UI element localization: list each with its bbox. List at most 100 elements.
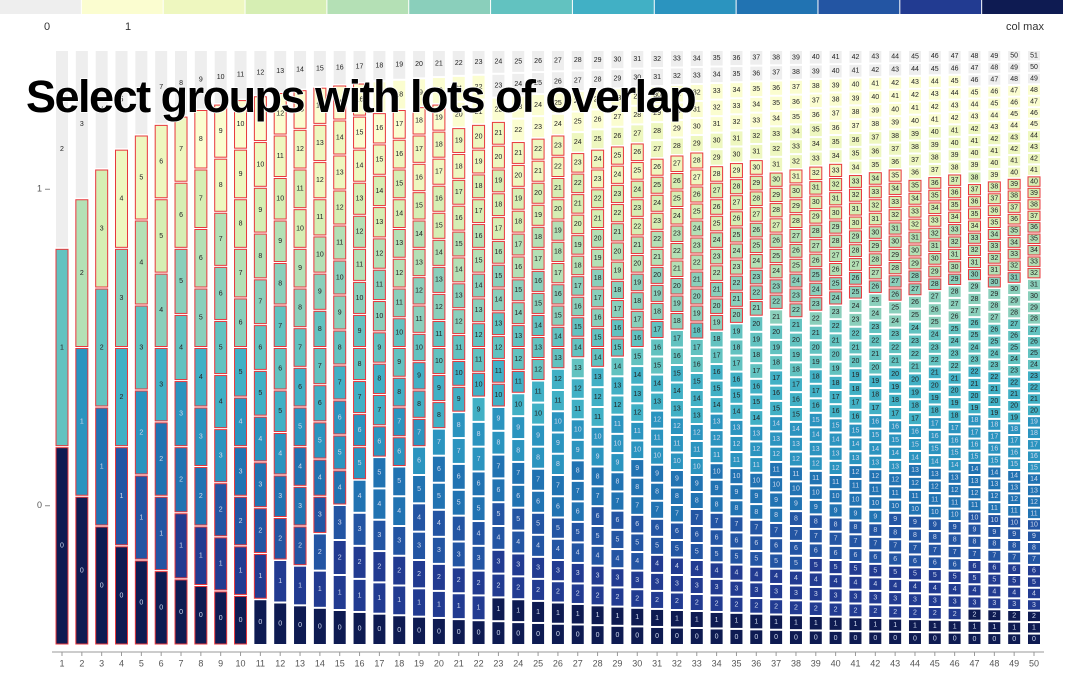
group: [611, 127, 624, 145]
group: [988, 98, 1001, 109]
group: [670, 190, 684, 207]
group: [869, 159, 882, 171]
group-label: 2: [893, 609, 897, 616]
group: [809, 399, 822, 412]
group-label: 35: [792, 114, 800, 121]
group-label: 0: [933, 636, 937, 643]
group: [908, 231, 922, 244]
group-label: 17: [971, 429, 979, 436]
group-label: 9: [774, 497, 778, 504]
group-label: 24: [554, 121, 562, 128]
group-label: 28: [574, 57, 582, 64]
group-label: 43: [990, 124, 998, 131]
group-label: 18: [574, 262, 582, 269]
group-label: 10: [1010, 519, 1018, 526]
group: [948, 75, 961, 87]
group: [532, 403, 545, 424]
group-label: 14: [733, 409, 741, 416]
group-label: 7: [239, 270, 243, 277]
group-label: 10: [911, 506, 919, 513]
group: [968, 488, 981, 499]
group: [988, 300, 1001, 311]
group-label: 3: [377, 532, 381, 539]
group: [968, 561, 981, 572]
group: [512, 394, 525, 416]
group: [770, 66, 783, 80]
group: [432, 212, 446, 239]
group-label: 44: [911, 66, 919, 73]
group: [829, 248, 843, 262]
x-tick-label: 40: [831, 658, 841, 668]
group: [928, 215, 942, 227]
group: [511, 279, 525, 302]
group-label: 22: [475, 84, 483, 91]
group-label: 3: [139, 344, 143, 351]
group: [571, 461, 584, 480]
group: [333, 295, 347, 330]
group-label: 5: [338, 449, 342, 456]
group: [928, 595, 941, 607]
group-label: 9: [239, 171, 243, 178]
group-label: 28: [772, 207, 780, 214]
group-label: 13: [812, 446, 820, 453]
group-label: 11: [515, 379, 522, 386]
group: [987, 193, 1001, 205]
group: [750, 630, 763, 644]
group-label: 15: [336, 99, 344, 106]
group-label: 25: [852, 289, 860, 296]
group-label: 4: [596, 553, 600, 560]
group: [491, 383, 505, 407]
group: [651, 69, 664, 86]
group: [928, 265, 942, 278]
group: [491, 312, 505, 336]
group: [968, 500, 981, 511]
group-label: 12: [574, 385, 582, 392]
group: [928, 418, 941, 429]
x-tick-label: 19: [414, 658, 424, 668]
group: [1028, 279, 1040, 290]
group: [829, 419, 842, 432]
group-label: 4: [695, 565, 699, 572]
group-label: 31: [772, 161, 780, 168]
group: [769, 203, 783, 218]
group: [571, 584, 584, 603]
group: [412, 135, 426, 163]
x-tick-label: 33: [692, 658, 702, 668]
group-label: 4: [556, 546, 560, 553]
group: [988, 74, 1001, 85]
group-label: 33: [752, 117, 760, 124]
group: [988, 170, 1001, 180]
group-label: 2: [1012, 613, 1016, 620]
group: [809, 181, 823, 195]
group-label: 6: [1032, 567, 1036, 574]
group-label: 21: [614, 229, 622, 236]
group: [968, 585, 981, 596]
group: [928, 88, 941, 100]
group-label: 47: [1010, 88, 1018, 95]
group-label: 5: [278, 408, 282, 415]
group-label: 12: [534, 366, 542, 373]
group: [532, 513, 545, 534]
group: [789, 616, 802, 630]
group-label: 30: [713, 138, 721, 145]
group: [948, 373, 961, 384]
group-label: 14: [713, 402, 721, 409]
group-label: 1: [477, 605, 481, 612]
group-label: 39: [871, 108, 879, 115]
group-label: 39: [1030, 190, 1038, 197]
group: [254, 600, 267, 644]
group-label: 13: [852, 455, 860, 462]
group-label: 14: [931, 458, 939, 465]
group: [789, 184, 803, 199]
group-label: 17: [594, 295, 602, 302]
group-label: 35: [713, 55, 721, 62]
group-label: 37: [911, 157, 919, 164]
group-label: 21: [495, 130, 503, 137]
group: [690, 510, 703, 525]
group: [472, 372, 486, 397]
legend-swatch: [0, 0, 81, 14]
group: [651, 555, 664, 572]
group-label: 37: [1030, 213, 1038, 220]
group-label: 0: [159, 605, 163, 612]
group-label: 1: [417, 599, 421, 606]
